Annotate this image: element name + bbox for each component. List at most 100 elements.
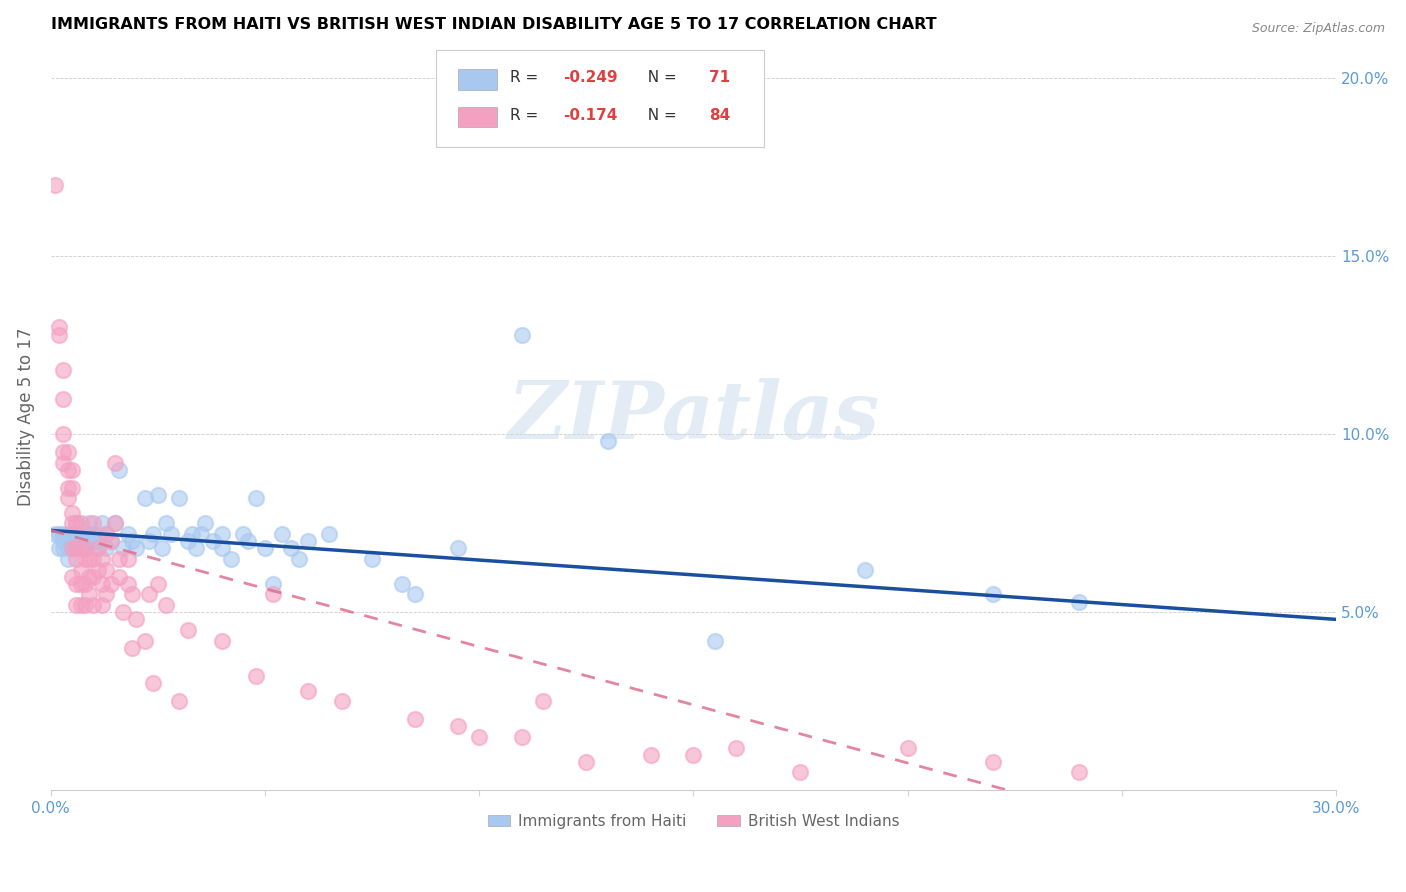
- Point: [167, 694, 190, 708]
- Point: [142, 527, 165, 541]
- Point: [100, 534, 122, 549]
- Point: [52, 392, 75, 406]
- Point: [56, 445, 79, 459]
- Point: [52, 427, 75, 442]
- Point: [82, 552, 104, 566]
- FancyBboxPatch shape: [436, 50, 763, 147]
- Point: [48, 527, 70, 541]
- Point: [510, 730, 533, 744]
- Point: [60, 463, 83, 477]
- Point: [104, 456, 127, 470]
- Point: [56, 527, 79, 541]
- Point: [510, 327, 533, 342]
- Point: [117, 552, 139, 566]
- Point: [82, 516, 104, 531]
- Point: [134, 491, 156, 506]
- Point: [82, 598, 104, 612]
- Point: [121, 587, 143, 601]
- Point: [65, 516, 87, 531]
- Point: [82, 527, 104, 541]
- Point: [125, 612, 148, 626]
- Point: [853, 562, 876, 576]
- Point: [318, 527, 340, 541]
- Point: [87, 541, 110, 556]
- Point: [52, 527, 75, 541]
- Point: [468, 730, 491, 744]
- Point: [52, 541, 75, 556]
- Point: [194, 516, 217, 531]
- Point: [91, 516, 114, 531]
- Point: [87, 541, 110, 556]
- Point: [167, 491, 190, 506]
- Point: [142, 676, 165, 690]
- Point: [69, 541, 91, 556]
- Text: 84: 84: [709, 108, 730, 122]
- Point: [60, 481, 83, 495]
- Text: 71: 71: [709, 70, 730, 86]
- Point: [330, 694, 353, 708]
- Point: [177, 623, 200, 637]
- Point: [69, 516, 91, 531]
- Point: [391, 576, 413, 591]
- Point: [65, 541, 87, 556]
- Point: [981, 755, 1004, 769]
- Point: [117, 527, 139, 541]
- Legend: Immigrants from Haiti, British West Indians: Immigrants from Haiti, British West Indi…: [481, 808, 905, 835]
- Point: [96, 527, 118, 541]
- Point: [177, 534, 200, 549]
- Text: -0.174: -0.174: [564, 108, 617, 122]
- Point: [44, 178, 66, 192]
- Point: [232, 527, 254, 541]
- Point: [48, 320, 70, 334]
- Point: [52, 534, 75, 549]
- Point: [146, 576, 169, 591]
- Point: [596, 434, 619, 449]
- Text: R =: R =: [509, 108, 543, 122]
- Point: [703, 633, 725, 648]
- Point: [121, 640, 143, 655]
- Point: [91, 598, 114, 612]
- Point: [69, 598, 91, 612]
- Point: [73, 541, 96, 556]
- Point: [117, 576, 139, 591]
- Point: [112, 605, 135, 619]
- Point: [789, 765, 811, 780]
- Point: [77, 587, 100, 601]
- Point: [82, 569, 104, 583]
- Point: [447, 719, 470, 733]
- Point: [104, 516, 127, 531]
- Point: [100, 534, 122, 549]
- Point: [219, 552, 242, 566]
- Point: [73, 576, 96, 591]
- Point: [73, 534, 96, 549]
- Point: [262, 576, 284, 591]
- Text: Source: ZipAtlas.com: Source: ZipAtlas.com: [1251, 22, 1385, 36]
- Point: [60, 516, 83, 531]
- Point: [138, 587, 160, 601]
- Point: [56, 481, 79, 495]
- Point: [245, 491, 267, 506]
- Point: [134, 633, 156, 648]
- Point: [56, 463, 79, 477]
- Point: [60, 541, 83, 556]
- Point: [297, 534, 319, 549]
- FancyBboxPatch shape: [458, 70, 496, 90]
- Point: [245, 669, 267, 683]
- Point: [65, 552, 87, 566]
- Point: [52, 445, 75, 459]
- Point: [65, 516, 87, 531]
- Point: [150, 541, 173, 556]
- Point: [77, 569, 100, 583]
- Point: [91, 576, 114, 591]
- Point: [91, 552, 114, 566]
- Point: [100, 576, 122, 591]
- Point: [56, 491, 79, 506]
- Y-axis label: Disability Age 5 to 17: Disability Age 5 to 17: [17, 327, 35, 506]
- Point: [96, 562, 118, 576]
- Point: [404, 587, 426, 601]
- Point: [52, 363, 75, 377]
- Point: [65, 598, 87, 612]
- Point: [73, 552, 96, 566]
- Point: [52, 456, 75, 470]
- Point: [69, 541, 91, 556]
